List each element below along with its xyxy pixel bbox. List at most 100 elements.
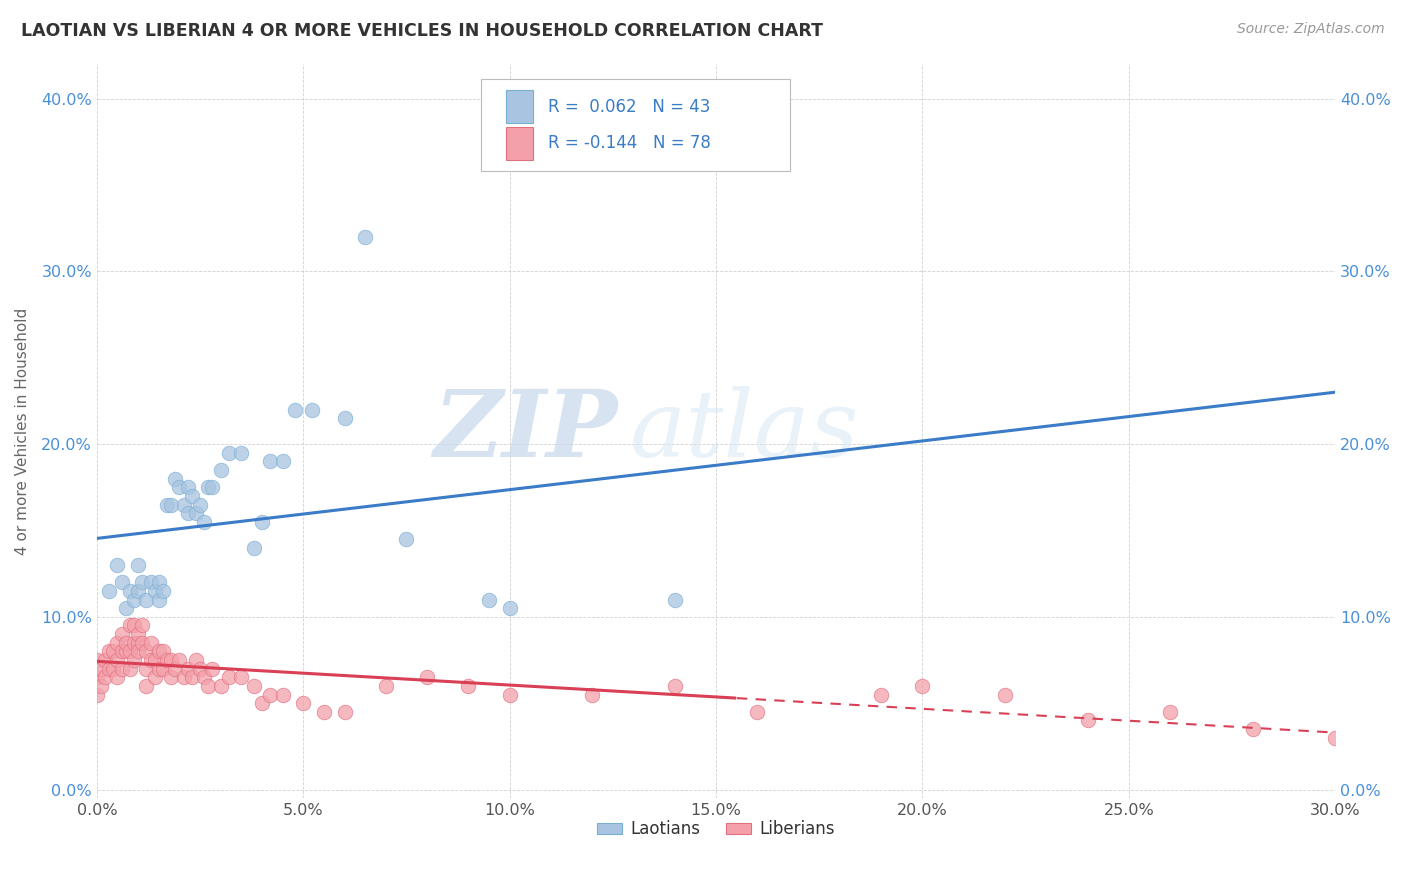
- Point: [152, 583, 174, 598]
- Point: [312, 705, 335, 719]
- Point: [184, 506, 207, 520]
- Point: [107, 670, 129, 684]
- Point: [1159, 705, 1181, 719]
- Point: [148, 592, 170, 607]
- Point: [870, 688, 893, 702]
- Point: [664, 679, 686, 693]
- Point: [581, 688, 603, 702]
- Point: [131, 636, 153, 650]
- Point: [184, 653, 207, 667]
- Point: [333, 411, 356, 425]
- Point: [148, 575, 170, 590]
- Point: [139, 636, 162, 650]
- Point: [284, 402, 307, 417]
- Point: [169, 480, 191, 494]
- Point: [354, 229, 377, 244]
- Point: [148, 644, 170, 658]
- Point: [271, 688, 294, 702]
- Point: [107, 636, 129, 650]
- Point: [457, 679, 479, 693]
- Point: [114, 601, 136, 615]
- Point: [160, 653, 183, 667]
- Point: [416, 670, 439, 684]
- Point: [86, 670, 108, 684]
- Point: [169, 653, 191, 667]
- Point: [110, 662, 132, 676]
- Point: [127, 558, 149, 572]
- Point: [135, 679, 157, 693]
- Point: [98, 644, 121, 658]
- Point: [197, 679, 219, 693]
- Point: [110, 627, 132, 641]
- Point: [250, 696, 273, 710]
- Point: [143, 670, 166, 684]
- Point: [911, 679, 934, 693]
- Text: Source: ZipAtlas.com: Source: ZipAtlas.com: [1237, 22, 1385, 37]
- Point: [143, 583, 166, 598]
- Point: [218, 670, 240, 684]
- Point: [301, 402, 323, 417]
- Point: [90, 679, 112, 693]
- Point: [118, 583, 141, 598]
- Text: R =  0.062   N = 43: R = 0.062 N = 43: [547, 97, 710, 116]
- Point: [86, 688, 108, 702]
- Point: [1241, 722, 1264, 736]
- Point: [193, 515, 215, 529]
- Point: [135, 592, 157, 607]
- Point: [664, 592, 686, 607]
- Point: [131, 618, 153, 632]
- Point: [152, 662, 174, 676]
- Point: [1324, 731, 1347, 745]
- Point: [160, 498, 183, 512]
- Point: [127, 636, 149, 650]
- Point: [122, 592, 145, 607]
- FancyBboxPatch shape: [481, 78, 790, 170]
- Point: [231, 670, 253, 684]
- Point: [86, 653, 108, 667]
- Point: [201, 480, 224, 494]
- Point: [1077, 714, 1099, 728]
- Point: [118, 662, 141, 676]
- Point: [94, 653, 117, 667]
- Point: [118, 618, 141, 632]
- Text: R = -0.144   N = 78: R = -0.144 N = 78: [547, 135, 710, 153]
- Point: [209, 463, 232, 477]
- Point: [173, 670, 195, 684]
- Point: [103, 644, 125, 658]
- Point: [98, 662, 121, 676]
- Point: [180, 670, 202, 684]
- Point: [122, 653, 145, 667]
- Point: [114, 644, 136, 658]
- Point: [122, 618, 145, 632]
- Point: [139, 575, 162, 590]
- Point: [193, 670, 215, 684]
- Point: [110, 575, 132, 590]
- Point: [156, 653, 179, 667]
- Point: [127, 627, 149, 641]
- Text: LAOTIAN VS LIBERIAN 4 OR MORE VEHICLES IN HOUSEHOLD CORRELATION CHART: LAOTIAN VS LIBERIAN 4 OR MORE VEHICLES I…: [21, 22, 823, 40]
- Point: [218, 446, 240, 460]
- Point: [98, 583, 121, 598]
- Point: [114, 636, 136, 650]
- Point: [118, 644, 141, 658]
- Point: [197, 480, 219, 494]
- Point: [176, 480, 198, 494]
- Point: [176, 662, 198, 676]
- Point: [395, 532, 418, 546]
- Point: [107, 653, 129, 667]
- Legend: Laotians, Liberians: Laotians, Liberians: [591, 814, 841, 845]
- Point: [231, 446, 253, 460]
- Point: [165, 662, 187, 676]
- Text: ZIP: ZIP: [433, 386, 617, 476]
- Point: [152, 644, 174, 658]
- Point: [143, 653, 166, 667]
- Point: [259, 454, 281, 468]
- Point: [110, 644, 132, 658]
- Point: [292, 696, 315, 710]
- Point: [135, 662, 157, 676]
- Point: [160, 670, 183, 684]
- Point: [201, 662, 224, 676]
- Point: [242, 679, 264, 693]
- Point: [374, 679, 396, 693]
- Point: [188, 662, 211, 676]
